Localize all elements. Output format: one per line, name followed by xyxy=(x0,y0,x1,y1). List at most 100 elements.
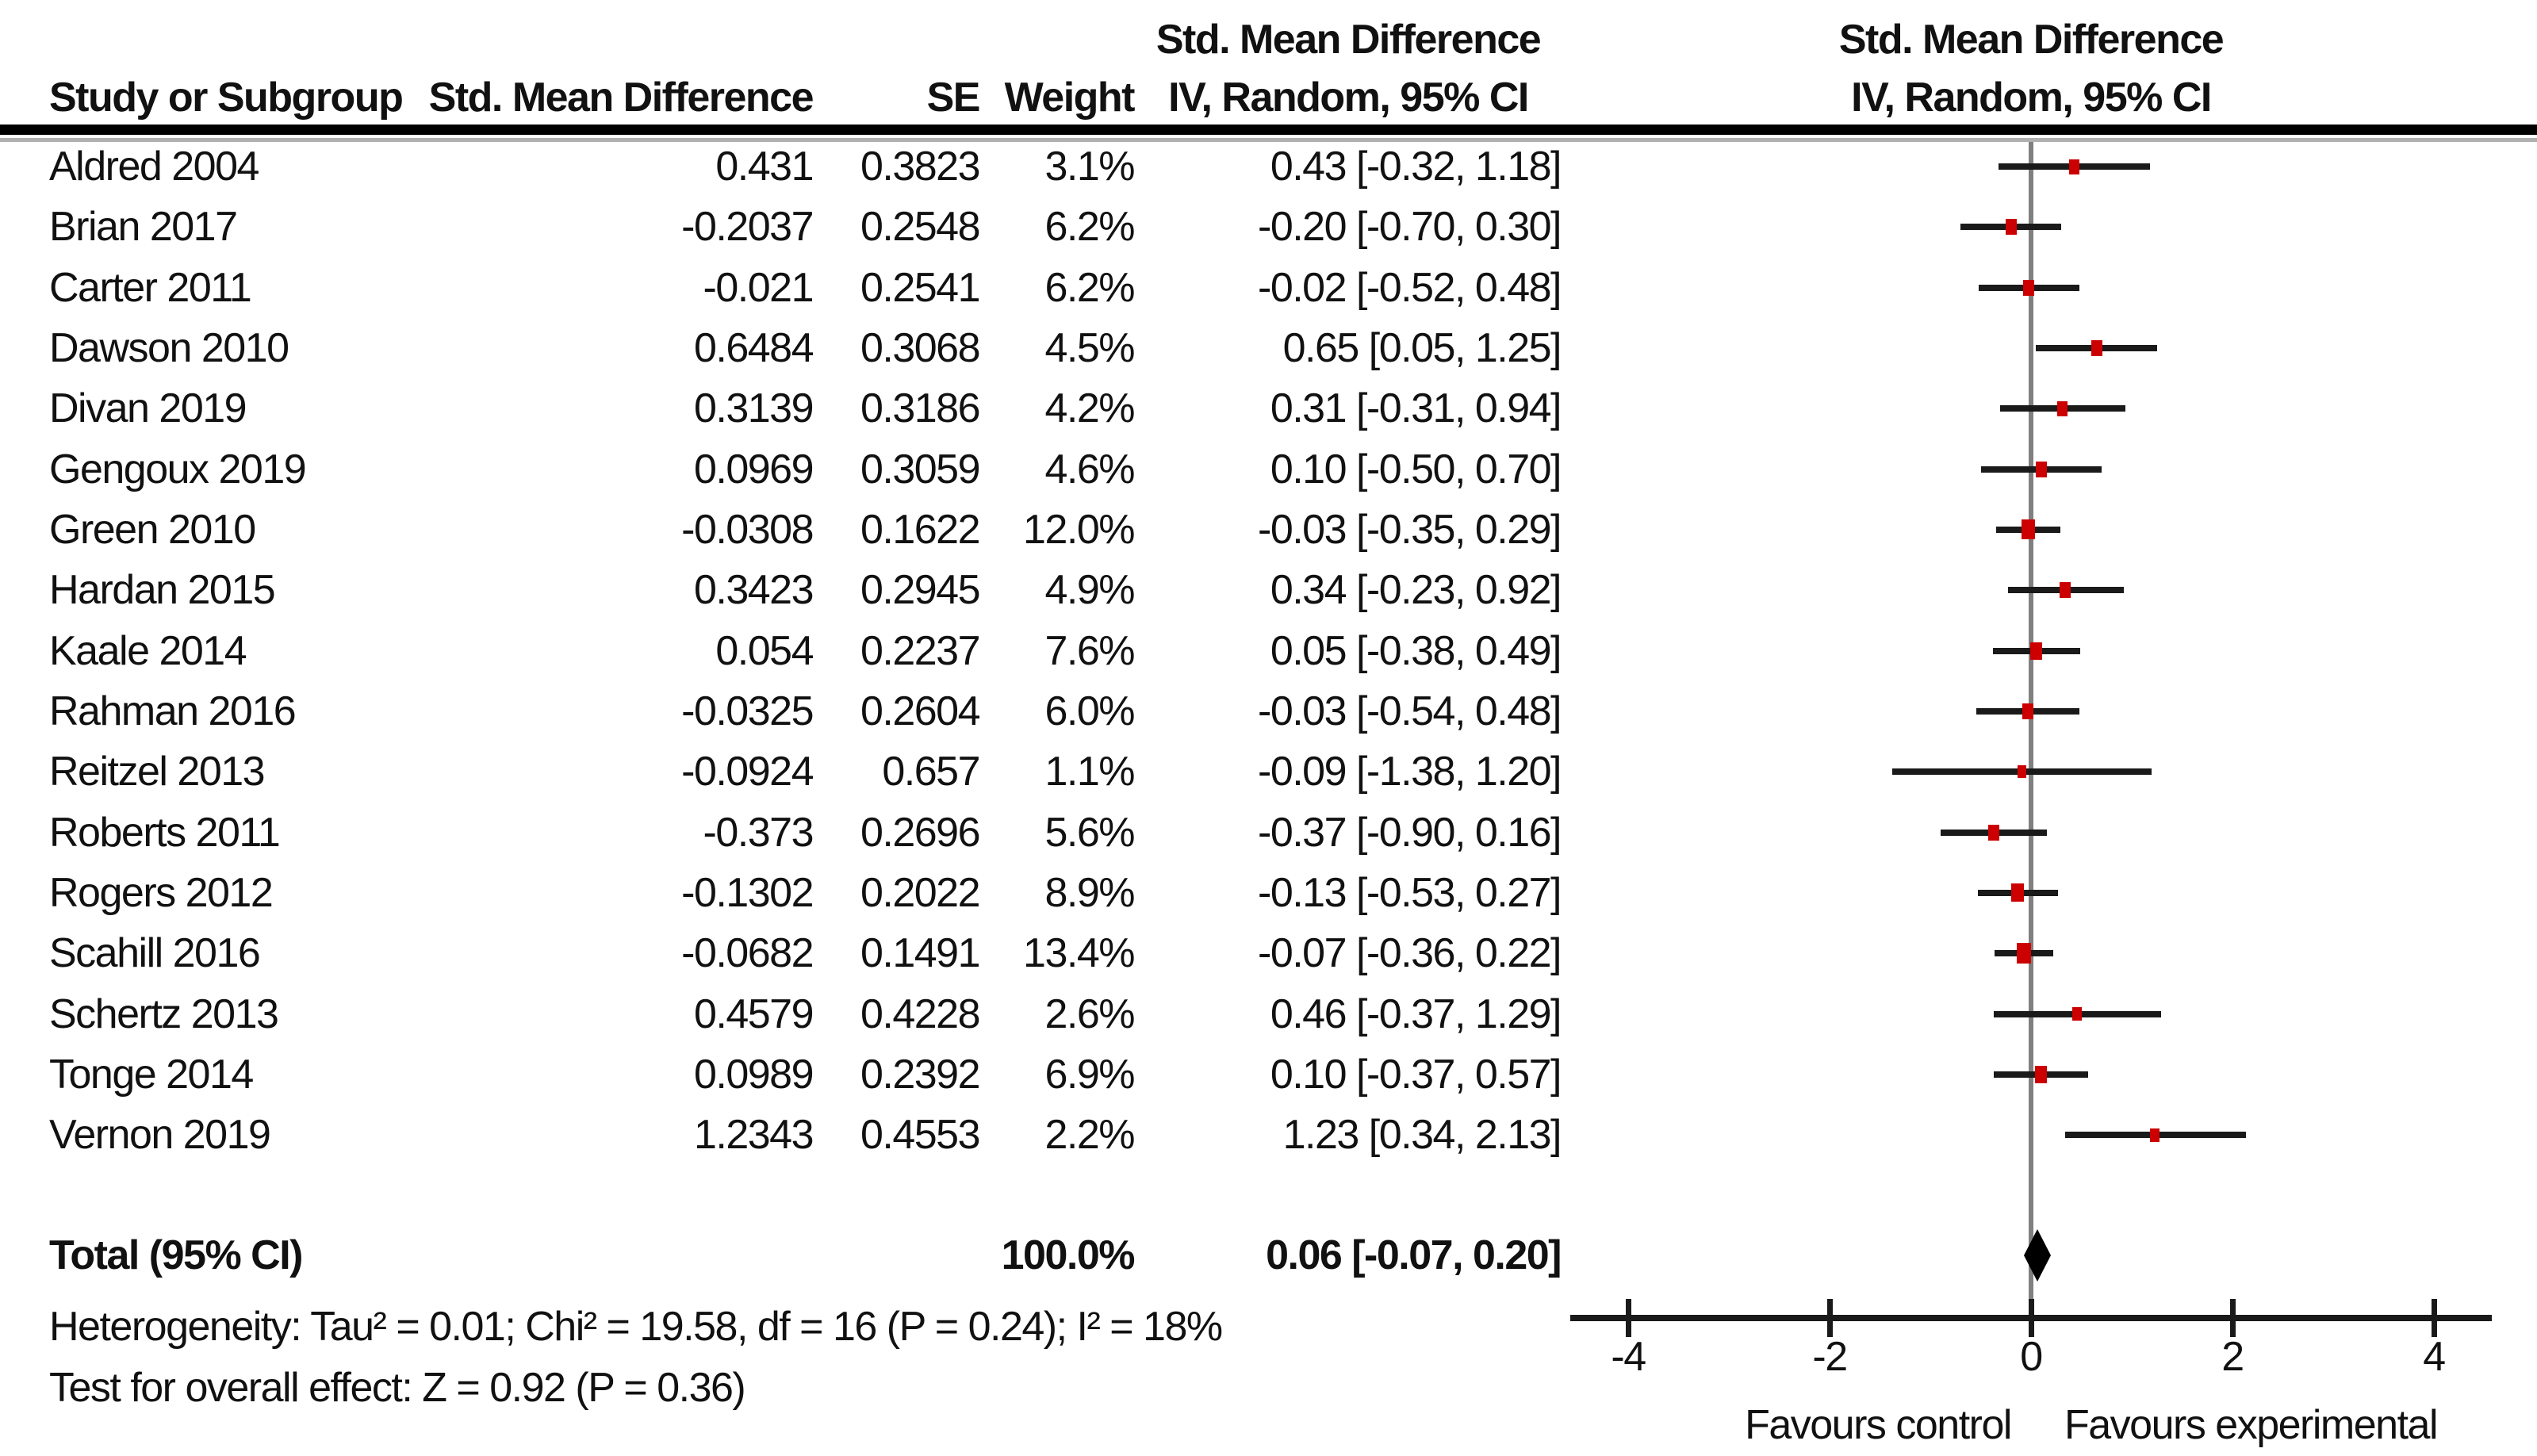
ci-value: 0.31 [-0.31, 0.94] xyxy=(1270,385,1562,431)
axis-tick-label: -4 xyxy=(1611,1334,1646,1380)
favours-control-label: Favours control xyxy=(1745,1402,2012,1448)
effect-marker xyxy=(2011,883,2024,902)
weight-value: 6.0% xyxy=(1044,688,1135,734)
se-value: 0.2237 xyxy=(860,628,981,674)
header-rule-black xyxy=(0,125,2537,135)
ci-column-header-line2: IV, Random, 95% CI xyxy=(1168,75,1529,121)
axis-tick xyxy=(2029,1299,2034,1337)
ci-value: -0.20 [-0.70, 0.30] xyxy=(1258,204,1562,250)
effect-marker xyxy=(2035,1066,2047,1083)
plot-column-header-line2: IV, Random, 95% CI xyxy=(1851,75,2212,121)
se-value: 0.1491 xyxy=(860,930,981,976)
se-value: 0.2945 xyxy=(860,567,981,613)
ci-value: -0.13 [-0.53, 0.27] xyxy=(1258,870,1562,916)
ci-value: -0.03 [-0.54, 0.48] xyxy=(1258,688,1562,734)
smd-value: 0.4579 xyxy=(693,991,814,1037)
study-name: Gengoux 2019 xyxy=(49,446,307,492)
se-value: 0.4553 xyxy=(860,1112,981,1158)
study-name: Green 2010 xyxy=(49,507,256,553)
se-value: 0.1622 xyxy=(860,507,981,553)
total-label: Total (95% CI) xyxy=(49,1232,303,1278)
effect-marker xyxy=(2023,280,2034,296)
weight-column-header: Weight xyxy=(1004,75,1136,121)
weight-value: 1.1% xyxy=(1044,749,1135,795)
smd-value: 0.431 xyxy=(715,144,814,190)
se-value: 0.2392 xyxy=(860,1052,981,1098)
weight-value: 2.2% xyxy=(1044,1112,1135,1158)
smd-value: -0.1302 xyxy=(681,870,814,916)
se-column-header: SE xyxy=(926,75,981,121)
weight-value: 7.6% xyxy=(1044,628,1135,674)
weight-value: 13.4% xyxy=(1023,930,1135,976)
weight-value: 5.6% xyxy=(1044,810,1135,856)
effect-marker xyxy=(2060,582,2071,598)
effect-marker xyxy=(2091,340,2102,356)
smd-value: 0.3423 xyxy=(693,567,814,613)
se-value: 0.2696 xyxy=(860,810,981,856)
ci-value: 0.46 [-0.37, 1.29] xyxy=(1270,991,1562,1037)
favours-experimental-label: Favours experimental xyxy=(2064,1402,2439,1448)
axis-tick-label: 2 xyxy=(2221,1334,2244,1380)
smd-value: -0.021 xyxy=(703,265,814,311)
study-name: Aldred 2004 xyxy=(49,144,259,190)
weight-value: 4.2% xyxy=(1044,385,1135,431)
ci-value: -0.02 [-0.52, 0.48] xyxy=(1258,265,1562,311)
ci-value: 0.65 [0.05, 1.25] xyxy=(1282,325,1562,371)
effect-marker xyxy=(2018,765,2026,778)
study-column-header: Study or Subgroup xyxy=(49,75,404,121)
heterogeneity-text: Heterogeneity: Tau² = 0.01; Chi² = 19.58… xyxy=(49,1304,1223,1350)
total-ci: 0.06 [-0.07, 0.20] xyxy=(1266,1232,1562,1278)
study-name: Dawson 2010 xyxy=(49,325,289,371)
overall-effect-text: Test for overall effect: Z = 0.92 (P = 0… xyxy=(49,1365,746,1411)
study-name: Carter 2011 xyxy=(49,265,252,311)
smd-value: -0.373 xyxy=(703,810,814,856)
study-name: Rahman 2016 xyxy=(49,688,297,734)
effect-marker xyxy=(2069,159,2079,174)
effect-marker xyxy=(2006,219,2017,235)
smd-column-header: Std. Mean Difference xyxy=(428,75,814,121)
smd-value: -0.0308 xyxy=(681,507,814,553)
study-name: Divan 2019 xyxy=(49,385,247,431)
se-value: 0.3823 xyxy=(860,144,981,190)
ci-value: -0.07 [-0.36, 0.22] xyxy=(1258,930,1562,976)
study-name: Roberts 2011 xyxy=(49,810,281,856)
effect-marker xyxy=(2017,943,2031,964)
weight-value: 8.9% xyxy=(1044,870,1135,916)
se-value: 0.2548 xyxy=(860,204,981,250)
study-name: Scahill 2016 xyxy=(49,930,261,976)
weight-value: 6.2% xyxy=(1044,265,1135,311)
axis-tick xyxy=(1626,1299,1631,1337)
weight-value: 6.9% xyxy=(1044,1052,1135,1098)
study-name: Brian 2017 xyxy=(49,204,238,250)
ci-value: 0.10 [-0.50, 0.70] xyxy=(1270,446,1562,492)
ci-value: -0.37 [-0.90, 0.16] xyxy=(1258,810,1562,856)
ci-value: 0.05 [-0.38, 0.49] xyxy=(1270,628,1562,674)
plot-column-header-line1: Std. Mean Difference xyxy=(1838,17,2225,63)
effect-marker xyxy=(2022,703,2033,719)
effect-marker xyxy=(2150,1128,2160,1142)
ci-value: 0.34 [-0.23, 0.92] xyxy=(1270,567,1562,613)
axis-tick xyxy=(2230,1299,2236,1337)
effect-marker xyxy=(2057,401,2068,416)
axis-tick-label: 4 xyxy=(2423,1334,2446,1380)
axis-tick-label: 0 xyxy=(2020,1334,2043,1380)
study-name: Hardan 2015 xyxy=(49,567,276,613)
weight-value: 12.0% xyxy=(1023,507,1135,553)
study-name: Reitzel 2013 xyxy=(49,749,266,795)
effect-marker xyxy=(2022,519,2035,539)
se-value: 0.2604 xyxy=(860,688,981,734)
weight-value: 4.5% xyxy=(1044,325,1135,371)
effect-marker xyxy=(1988,825,1999,841)
smd-value: 0.3139 xyxy=(693,385,814,431)
se-value: 0.3059 xyxy=(860,446,981,492)
smd-value: 1.2343 xyxy=(693,1112,814,1158)
smd-value: -0.2037 xyxy=(681,204,814,250)
ci-column-header-line1: Std. Mean Difference xyxy=(1155,17,1542,63)
study-name: Tonge 2014 xyxy=(49,1052,254,1098)
weight-value: 6.2% xyxy=(1044,204,1135,250)
axis-tick xyxy=(2432,1299,2437,1337)
weight-value: 2.6% xyxy=(1044,991,1135,1037)
se-value: 0.4228 xyxy=(860,991,981,1037)
se-value: 0.2541 xyxy=(860,265,981,311)
